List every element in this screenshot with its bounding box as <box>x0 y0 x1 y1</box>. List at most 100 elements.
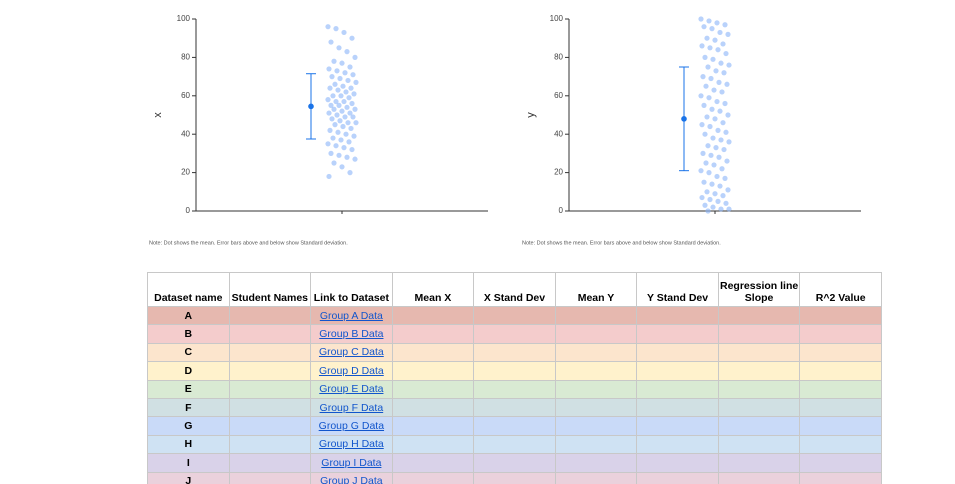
data-point <box>712 37 718 43</box>
y-axis-label: x <box>152 112 164 118</box>
empty-cell <box>228 361 312 381</box>
data-point <box>342 70 348 76</box>
empty-cell <box>391 397 475 418</box>
data-point <box>343 89 349 95</box>
data-point <box>709 26 715 32</box>
data-point <box>345 120 351 126</box>
data-point <box>717 108 723 114</box>
data-point <box>700 150 706 156</box>
empty-cell <box>473 324 556 344</box>
data-point <box>701 24 707 30</box>
data-point <box>339 108 345 114</box>
empty-cell <box>228 416 312 436</box>
empty-cell <box>799 379 882 399</box>
data-point <box>342 114 348 120</box>
data-point <box>347 170 353 176</box>
data-table: Dataset name Student Names Link to Dataset… <box>147 272 882 484</box>
data-point <box>701 102 707 108</box>
empty-cell <box>473 416 556 436</box>
empty-cell <box>228 342 312 363</box>
dataset-link[interactable]: Group B Data <box>319 328 384 341</box>
dataset-name: F <box>147 397 230 418</box>
empty-cell <box>636 416 719 436</box>
data-point <box>339 60 345 66</box>
empty-cell <box>473 305 556 326</box>
data-point <box>346 139 352 145</box>
dataset-link[interactable]: Group D Data <box>318 364 384 377</box>
dataset-link[interactable]: Group J Data <box>320 475 383 484</box>
data-point <box>338 93 344 99</box>
y-tick-label: 100 <box>177 14 191 23</box>
dataset-link[interactable]: Group E Data <box>319 383 384 396</box>
data-point <box>721 70 727 76</box>
data-point <box>702 202 708 208</box>
empty-cell <box>391 324 475 344</box>
data-point <box>726 62 732 68</box>
empty-cell <box>228 305 312 326</box>
table-row: G Group G Data <box>147 416 882 436</box>
link-cell: Group G Data <box>310 416 393 436</box>
data-point <box>715 47 721 53</box>
empty-cell <box>799 471 882 484</box>
dataset-name: D <box>147 361 230 381</box>
dataset-link[interactable]: Group I Data <box>321 456 382 469</box>
data-point <box>718 137 724 143</box>
mean-dot <box>681 116 687 122</box>
data-point <box>706 170 712 176</box>
chart-note: Note: Dot shows the mean. Error bars abo… <box>522 240 721 246</box>
empty-cell <box>473 361 556 381</box>
data-point <box>714 98 720 105</box>
data-point <box>719 89 725 95</box>
dataset-link[interactable]: Group G Data <box>318 420 385 433</box>
dataset-link[interactable]: Group H Data <box>318 438 384 451</box>
column-header: Regression line Slope <box>717 272 801 307</box>
y-axis-label: y <box>525 112 537 118</box>
data-point <box>327 85 333 91</box>
empty-cell <box>391 416 475 436</box>
data-point <box>701 179 707 185</box>
data-point <box>716 79 722 85</box>
data-point <box>699 43 705 49</box>
data-point <box>346 95 352 101</box>
data-point <box>337 75 343 82</box>
empty-cell <box>391 305 475 326</box>
y-tick-label: 40 <box>181 129 190 138</box>
data-point <box>336 45 342 51</box>
data-point <box>707 196 713 203</box>
dataset-link[interactable]: Group F Data <box>319 401 384 414</box>
empty-cell <box>473 397 556 418</box>
empty-cell <box>717 324 801 344</box>
data-point <box>340 123 346 130</box>
dataset-name: J <box>147 471 230 484</box>
empty-cell <box>636 397 719 418</box>
data-point <box>331 58 337 64</box>
empty-cell <box>473 379 556 399</box>
table-row: D Group D Data <box>147 361 882 381</box>
data-point <box>725 187 731 193</box>
empty-cell <box>554 361 638 381</box>
dataset-link[interactable]: Group C Data <box>318 346 384 359</box>
data-point <box>712 116 718 122</box>
data-point <box>352 156 358 162</box>
dataset-name: I <box>147 453 230 473</box>
dataset-name: H <box>147 434 230 455</box>
empty-cell <box>717 342 801 363</box>
data-point <box>722 100 728 107</box>
data-point <box>709 181 715 187</box>
data-point <box>721 146 727 153</box>
data-point <box>348 125 354 132</box>
data-point <box>329 116 335 122</box>
dataset-link[interactable]: Group A Data <box>319 309 383 322</box>
data-point <box>330 93 336 99</box>
data-point <box>328 102 334 108</box>
column-header: R^2 Value <box>799 272 882 307</box>
data-point <box>722 22 728 28</box>
data-point <box>711 87 717 93</box>
y-tick-label: 0 <box>559 206 564 215</box>
empty-cell <box>554 397 638 418</box>
y-tick-label: 20 <box>554 168 563 177</box>
data-point <box>724 158 730 164</box>
data-point <box>325 97 331 103</box>
data-point <box>343 131 349 137</box>
empty-cell <box>717 379 801 399</box>
